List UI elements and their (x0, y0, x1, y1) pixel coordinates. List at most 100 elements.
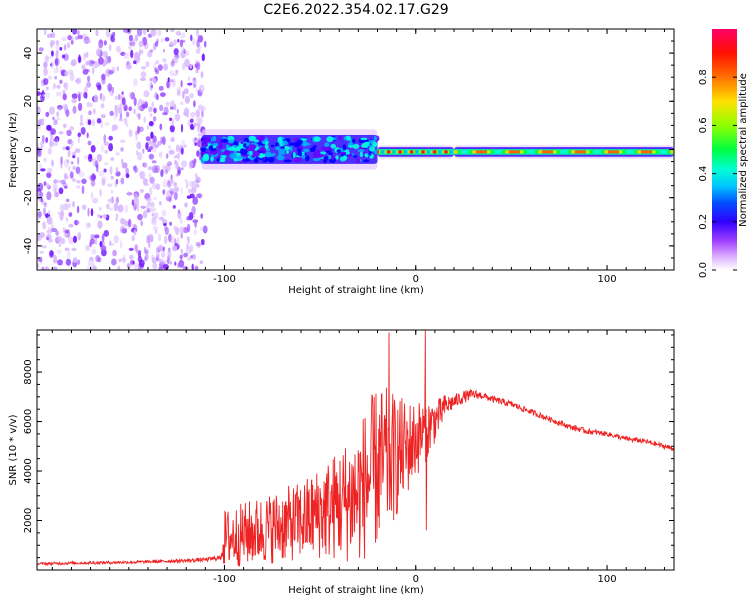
heatmap-speckle (276, 155, 285, 161)
heatmap-line-core (516, 150, 521, 154)
heatmap-line-core (408, 150, 410, 154)
heatmap-line-core (670, 150, 674, 154)
heatmap-speckle (176, 86, 181, 93)
heatmap-speckle (54, 138, 59, 146)
heatmap-speckle (53, 254, 58, 264)
heatmap-speckle (72, 165, 76, 171)
heatmap-speckle (225, 144, 230, 149)
colorbar-tick-label: 0.2 (698, 214, 709, 230)
heatmap-speckle (278, 153, 282, 157)
heatmap-speckle (221, 138, 229, 143)
heatmap-speckle (63, 82, 67, 89)
heatmap-line-core (428, 150, 431, 154)
heatmap-speckle (158, 201, 162, 206)
heatmap-speckle (142, 178, 148, 185)
heatmap-speckle (191, 263, 194, 270)
heatmap-speckle (179, 226, 185, 234)
heatmap-line-core (597, 150, 602, 154)
heatmap-speckle (153, 196, 157, 201)
heatmap-speckle (143, 246, 147, 254)
heatmap-speckle (170, 178, 173, 185)
heatmap-speckle (152, 116, 157, 122)
heatmap-line-core (520, 150, 525, 154)
heatmap-line-core (567, 150, 572, 154)
heatmap-speckle (137, 152, 143, 161)
heatmap-line-core (427, 150, 430, 154)
heatmap-speckle (187, 223, 191, 233)
heatmap-speckle (125, 111, 130, 118)
heatmap-speckle (114, 104, 118, 113)
heatmap-speckle (97, 220, 103, 229)
heatmap-speckle (194, 63, 199, 68)
heatmap-speckle (257, 149, 263, 152)
heatmap-speckle (158, 151, 163, 158)
heatmap-speckle (168, 260, 173, 265)
heatmap-speckle (190, 111, 196, 118)
heatmap-speckle (52, 83, 56, 90)
colorbar-tick-label: 0.8 (698, 69, 709, 85)
heatmap-line-core (447, 150, 450, 154)
heatmap-speckle (91, 60, 96, 64)
heatmap-speckle (252, 151, 260, 157)
snr-ytick-label: 2000 (23, 508, 34, 533)
heatmap-line-core (451, 150, 454, 154)
heatmap-speckle (51, 227, 57, 233)
heatmap-speckle (132, 223, 136, 229)
heatmap-speckle (37, 182, 44, 192)
heatmap-speckle (268, 156, 275, 163)
heatmap-speckle (77, 156, 80, 165)
heatmap-line-core (413, 150, 416, 154)
heatmap-line-core (452, 150, 455, 154)
heatmap-speckle (189, 63, 193, 69)
heatmap-line-core (644, 150, 649, 154)
heatmap-speckle (123, 117, 128, 125)
heatmap-speckle (97, 214, 101, 218)
heatmap-speckle (342, 144, 347, 151)
heatmap-line-core (619, 150, 624, 154)
heatmap-speckle (142, 210, 148, 219)
heatmap-line-core (406, 150, 409, 154)
heatmap-speckle (37, 91, 41, 96)
heatmap-speckle (156, 251, 160, 259)
heatmap-speckle (62, 146, 67, 150)
heatmap-speckle (66, 159, 69, 164)
heatmap-speckle (53, 68, 56, 74)
heatmap-speckle (62, 123, 67, 129)
heatmap-speckle (174, 113, 181, 122)
heatmap-speckle (74, 148, 81, 153)
heatmap-speckle (193, 229, 198, 235)
heatmap-speckle (120, 257, 127, 263)
heatmap-speckle (138, 171, 142, 176)
heatmap-speckle (264, 157, 270, 161)
heatmap-speckle (330, 155, 335, 161)
heatmap-line-core (472, 150, 477, 154)
heatmap-speckle (233, 147, 240, 152)
heatmap-speckle (104, 149, 109, 154)
heatmap-speckle (227, 139, 235, 144)
heatmap-speckle (170, 136, 175, 142)
heatmap-speckle (112, 249, 117, 257)
heatmap-speckle (96, 118, 102, 124)
heatmap-speckle (64, 175, 69, 180)
heatmap-line-core (655, 150, 660, 154)
heatmap-speckle (161, 209, 167, 217)
heatmap-speckle (163, 63, 169, 71)
heatmap-speckle (117, 265, 121, 270)
heatmap-speckle (169, 69, 175, 77)
heatmap-speckle (153, 107, 157, 114)
heatmap-speckle (199, 260, 204, 265)
heatmap-line-core (399, 150, 402, 154)
heatmap-speckle (92, 67, 95, 75)
heatmap-speckle (86, 101, 91, 108)
heatmap-speckle (110, 175, 114, 180)
heatmap-speckle (195, 241, 202, 247)
heatmap-speckle (193, 83, 197, 88)
heatmap-speckle (297, 151, 303, 156)
heatmap-speckle (107, 55, 112, 64)
snr-panel: -100 0 100 2000 4000 6000 8000 Height of strai… (8, 329, 675, 596)
heatmap-speckle (145, 197, 152, 202)
heatmap-speckle (162, 179, 168, 188)
heatmap-speckle (198, 84, 205, 93)
heatmap-speckle (181, 160, 188, 168)
heatmap-speckle (159, 123, 163, 131)
